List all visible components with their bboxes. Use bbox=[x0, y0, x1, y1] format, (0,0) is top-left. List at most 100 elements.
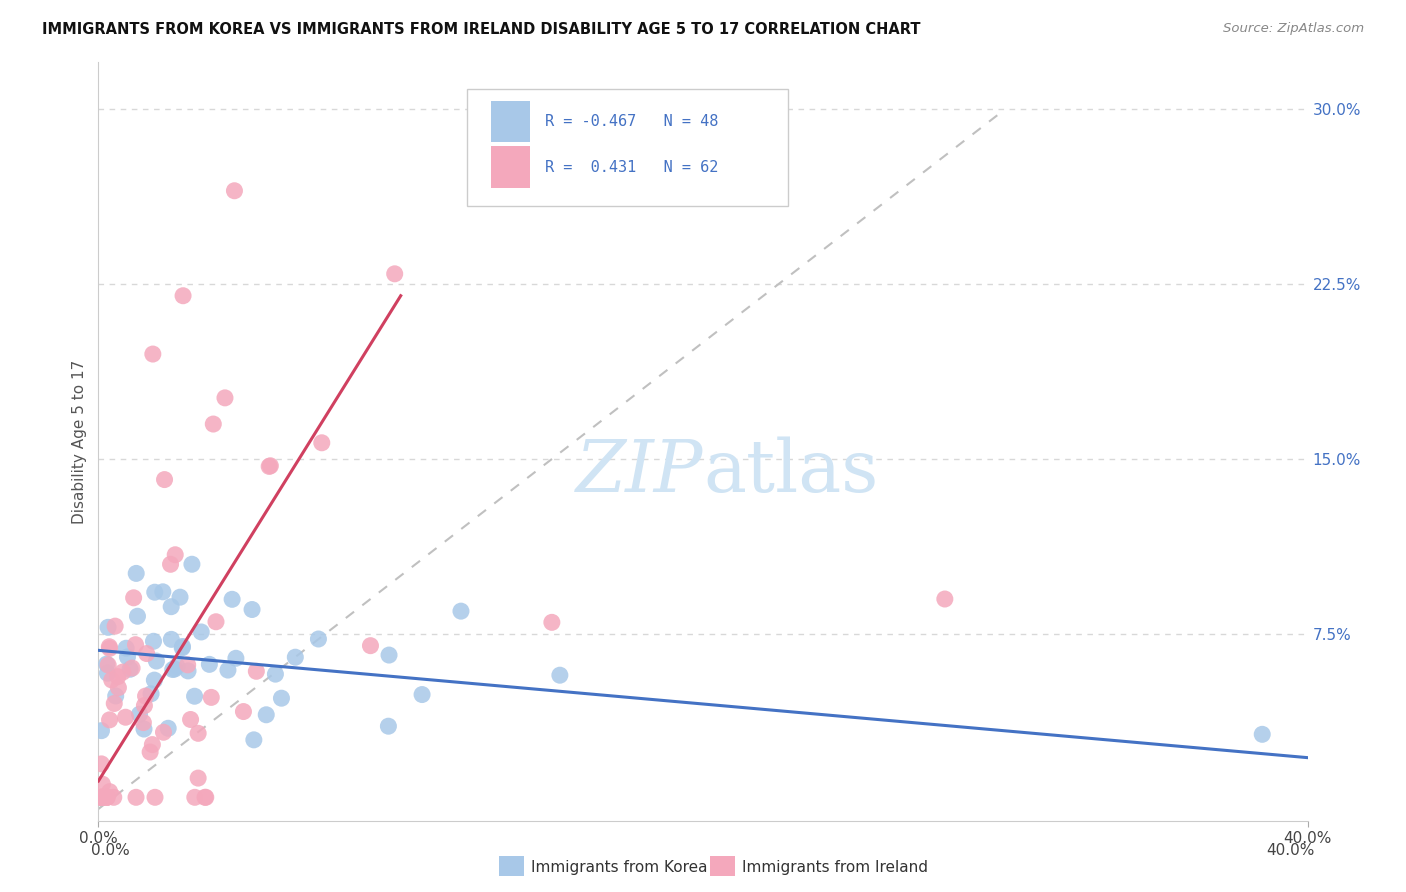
Point bbox=[90, 790, 112, 805]
Text: IMMIGRANTS FROM KOREA VS IMMIGRANTS FROM IRELAND DISABILITY AGE 5 TO 17 CORRELAT: IMMIGRANTS FROM KOREA VS IMMIGRANTS FROM… bbox=[42, 22, 921, 37]
Point bbox=[128, 707, 150, 722]
Point bbox=[157, 721, 180, 735]
Point bbox=[214, 391, 236, 405]
Point bbox=[114, 710, 136, 724]
Text: R = -0.467   N = 48: R = -0.467 N = 48 bbox=[544, 114, 718, 129]
Point bbox=[166, 659, 188, 673]
Point bbox=[121, 661, 143, 675]
Text: atlas: atlas bbox=[703, 436, 879, 508]
Point bbox=[134, 698, 156, 713]
Point bbox=[122, 591, 145, 605]
Point bbox=[172, 640, 194, 655]
Point bbox=[378, 648, 401, 662]
Point bbox=[90, 790, 112, 805]
Point bbox=[90, 790, 112, 805]
Point bbox=[264, 667, 287, 681]
Point bbox=[257, 459, 280, 474]
Point bbox=[90, 790, 112, 805]
Point bbox=[104, 689, 127, 703]
FancyBboxPatch shape bbox=[467, 89, 787, 207]
Point bbox=[162, 663, 184, 677]
Point bbox=[132, 715, 155, 730]
Point bbox=[181, 558, 204, 572]
Point bbox=[307, 632, 329, 646]
Point bbox=[90, 790, 112, 805]
Text: Immigrants from Korea: Immigrants from Korea bbox=[531, 860, 709, 874]
Point bbox=[548, 668, 571, 682]
Point bbox=[163, 662, 186, 676]
Point bbox=[91, 777, 114, 791]
Point bbox=[107, 670, 129, 684]
Point bbox=[411, 688, 433, 702]
Text: Source: ZipAtlas.com: Source: ZipAtlas.com bbox=[1223, 22, 1364, 36]
Point bbox=[152, 584, 174, 599]
Point bbox=[111, 665, 134, 679]
Point bbox=[135, 689, 157, 703]
Point bbox=[224, 184, 246, 198]
Text: ZIP: ZIP bbox=[575, 436, 703, 508]
Text: Immigrants from Ireland: Immigrants from Ireland bbox=[742, 860, 928, 874]
Point bbox=[254, 707, 277, 722]
Bar bbox=[492, 101, 530, 143]
Point bbox=[221, 592, 243, 607]
Point bbox=[97, 620, 120, 634]
Point bbox=[90, 756, 112, 771]
Point bbox=[141, 738, 163, 752]
Point bbox=[145, 654, 167, 668]
Point bbox=[187, 771, 209, 785]
Point bbox=[194, 790, 217, 805]
Point bbox=[96, 790, 118, 805]
Point bbox=[90, 723, 112, 738]
Text: R =  0.431   N = 62: R = 0.431 N = 62 bbox=[544, 160, 718, 175]
Point bbox=[96, 790, 118, 805]
Point bbox=[98, 640, 121, 654]
Point bbox=[240, 602, 263, 616]
Point bbox=[135, 647, 157, 661]
Point bbox=[217, 663, 239, 677]
Point bbox=[97, 658, 120, 673]
Point bbox=[160, 632, 183, 647]
Point bbox=[377, 719, 399, 733]
Point bbox=[176, 657, 198, 672]
Point bbox=[143, 585, 166, 599]
Point bbox=[98, 785, 121, 799]
Point bbox=[96, 790, 118, 805]
Point bbox=[139, 687, 162, 701]
Point bbox=[100, 673, 122, 687]
Point bbox=[360, 639, 382, 653]
Point bbox=[187, 726, 209, 740]
Point bbox=[225, 651, 247, 665]
Point bbox=[96, 657, 118, 671]
Point bbox=[934, 592, 956, 607]
Point bbox=[103, 697, 125, 711]
Point bbox=[172, 289, 194, 303]
Point bbox=[180, 713, 202, 727]
Point bbox=[245, 665, 267, 679]
Bar bbox=[492, 146, 530, 188]
Point bbox=[540, 615, 562, 630]
Point bbox=[143, 790, 166, 805]
Point bbox=[311, 435, 333, 450]
Point bbox=[169, 590, 191, 604]
Point bbox=[152, 725, 174, 739]
Point bbox=[115, 641, 138, 656]
Point bbox=[107, 681, 129, 695]
Point bbox=[183, 690, 205, 704]
Point bbox=[127, 609, 149, 624]
Point bbox=[205, 615, 228, 629]
Point bbox=[96, 666, 118, 681]
Point bbox=[172, 640, 194, 654]
Point bbox=[200, 690, 222, 705]
Point bbox=[139, 745, 162, 759]
Text: 40.0%: 40.0% bbox=[1267, 843, 1315, 858]
Text: 0.0%: 0.0% bbox=[91, 843, 131, 858]
Point bbox=[194, 790, 217, 805]
Point bbox=[98, 713, 121, 727]
Point bbox=[190, 624, 212, 639]
Point bbox=[165, 548, 187, 562]
Point bbox=[143, 673, 166, 687]
Point bbox=[270, 691, 292, 706]
Point bbox=[159, 558, 181, 572]
Point bbox=[259, 458, 281, 473]
Y-axis label: Disability Age 5 to 17: Disability Age 5 to 17 bbox=[72, 359, 87, 524]
